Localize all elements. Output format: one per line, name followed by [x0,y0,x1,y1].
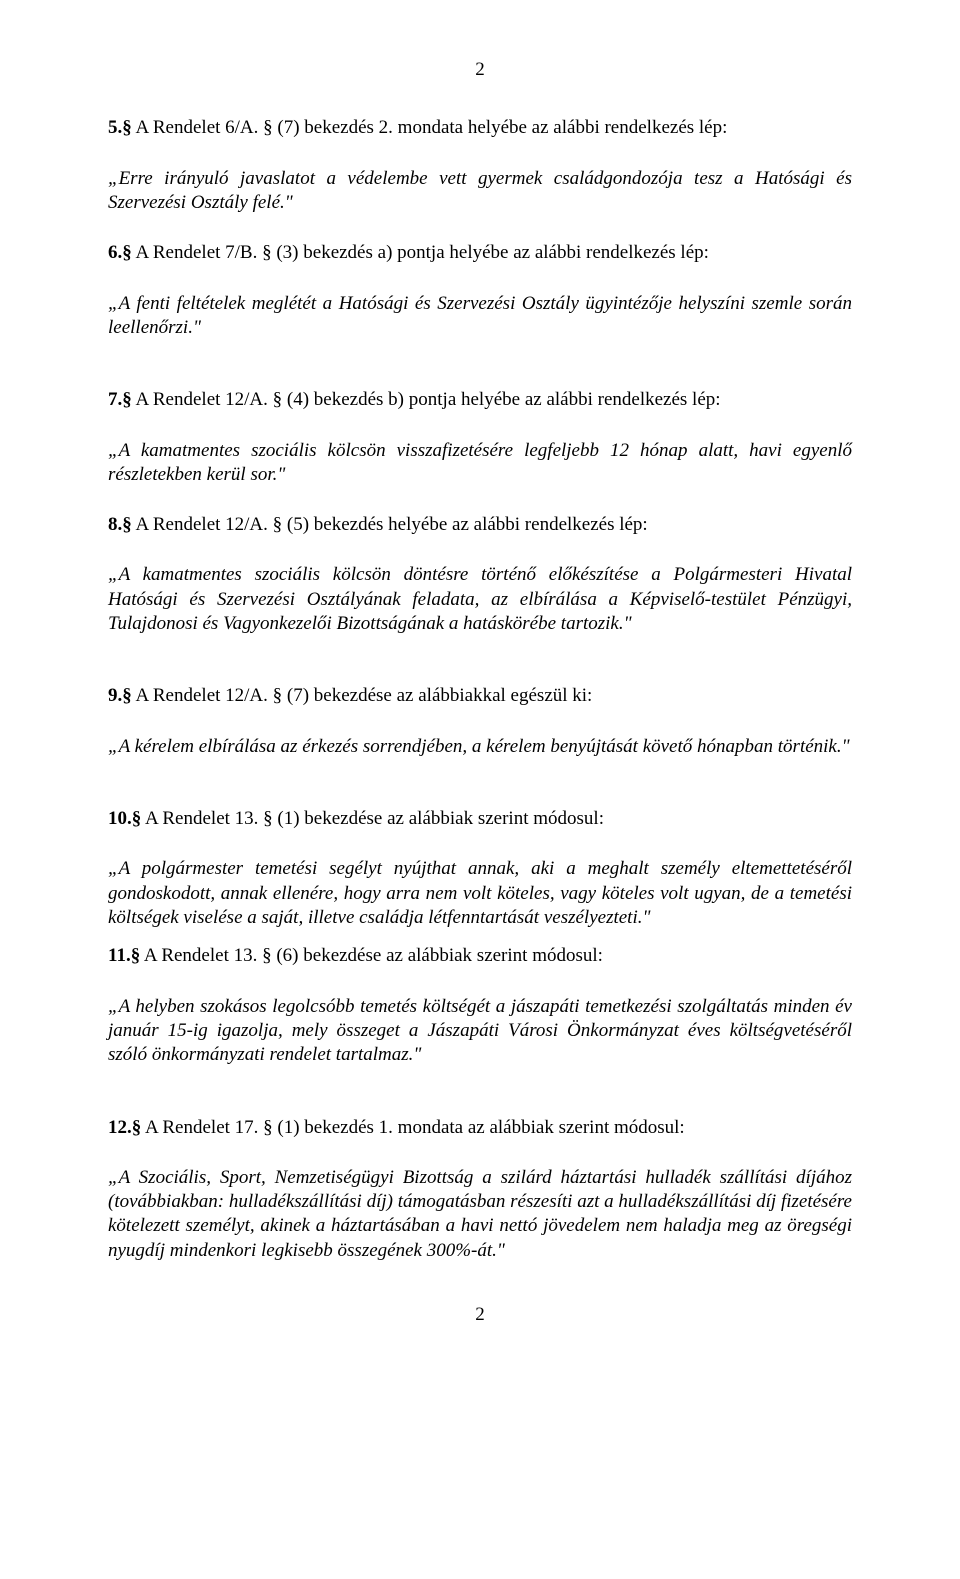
section-9-rest: A Rendelet 12/A. § (7) bekezdése az aláb… [132,685,593,706]
section-11-lead: 11.§ A Rendelet 13. § (6) bekezdése az a… [108,944,852,968]
section-10-quote: „A polgármester temetési segélyt nyújtha… [108,857,852,930]
page-number-bottom: 2 [108,1303,852,1327]
section-10-rest: A Rendelet 13. § (1) bekezdése az alábbi… [141,808,604,829]
document-page: 2 5.§ A Rendelet 6/A. § (7) bekezdés 2. … [0,0,960,1579]
section-7-rest: A Rendelet 12/A. § (4) bekezdés b) pontj… [132,389,721,410]
section-5-quote: „Erre irányuló javaslatot a védelembe ve… [108,167,852,216]
section-11-num: 11.§ [108,945,140,966]
section-8-quote: „A kamatmentes szociális kölcsön döntésr… [108,563,852,636]
section-8-rest: A Rendelet 12/A. § (5) bekezdés helyébe … [132,514,648,535]
section-7-num: 7.§ [108,389,132,410]
page-number-top: 2 [108,58,852,82]
section-9-lead: 9.§ A Rendelet 12/A. § (7) bekezdése az … [108,684,852,708]
section-11-quote: „A helyben szokásos legolcsóbb temetés k… [108,995,852,1068]
section-10-num: 10.§ [108,808,141,829]
section-5-num: 5.§ [108,117,132,138]
section-7-quote: „A kamatmentes szociális kölcsön visszaf… [108,439,852,488]
section-10-lead: 10.§ A Rendelet 13. § (1) bekezdése az a… [108,807,852,831]
section-12-rest: A Rendelet 17. § (1) bekezdés 1. mondata… [141,1117,684,1138]
section-9-quote: „A kérelem elbírálása az érkezés sorrend… [108,735,852,759]
section-6-num: 6.§ [108,242,132,263]
section-11-rest: A Rendelet 13. § (6) bekezdése az alábbi… [140,945,603,966]
section-9-num: 9.§ [108,685,132,706]
section-6-quote: „A fenti feltételek meglétét a Hatósági … [108,292,852,341]
section-5-lead: 5.§ A Rendelet 6/A. § (7) bekezdés 2. mo… [108,116,852,140]
section-5-rest: A Rendelet 6/A. § (7) bekezdés 2. mondat… [132,117,728,138]
section-12-num: 12.§ [108,1117,141,1138]
section-12-lead: 12.§ A Rendelet 17. § (1) bekezdés 1. mo… [108,1116,852,1140]
section-12-quote: „A Szociális, Sport, Nemzetiségügyi Bizo… [108,1166,852,1263]
section-7-lead: 7.§ A Rendelet 12/A. § (4) bekezdés b) p… [108,388,852,412]
section-8-num: 8.§ [108,514,132,535]
section-6-lead: 6.§ A Rendelet 7/B. § (3) bekezdés a) po… [108,241,852,265]
section-6-rest: A Rendelet 7/B. § (3) bekezdés a) pontja… [132,242,709,263]
section-8-lead: 8.§ A Rendelet 12/A. § (5) bekezdés hely… [108,513,852,537]
